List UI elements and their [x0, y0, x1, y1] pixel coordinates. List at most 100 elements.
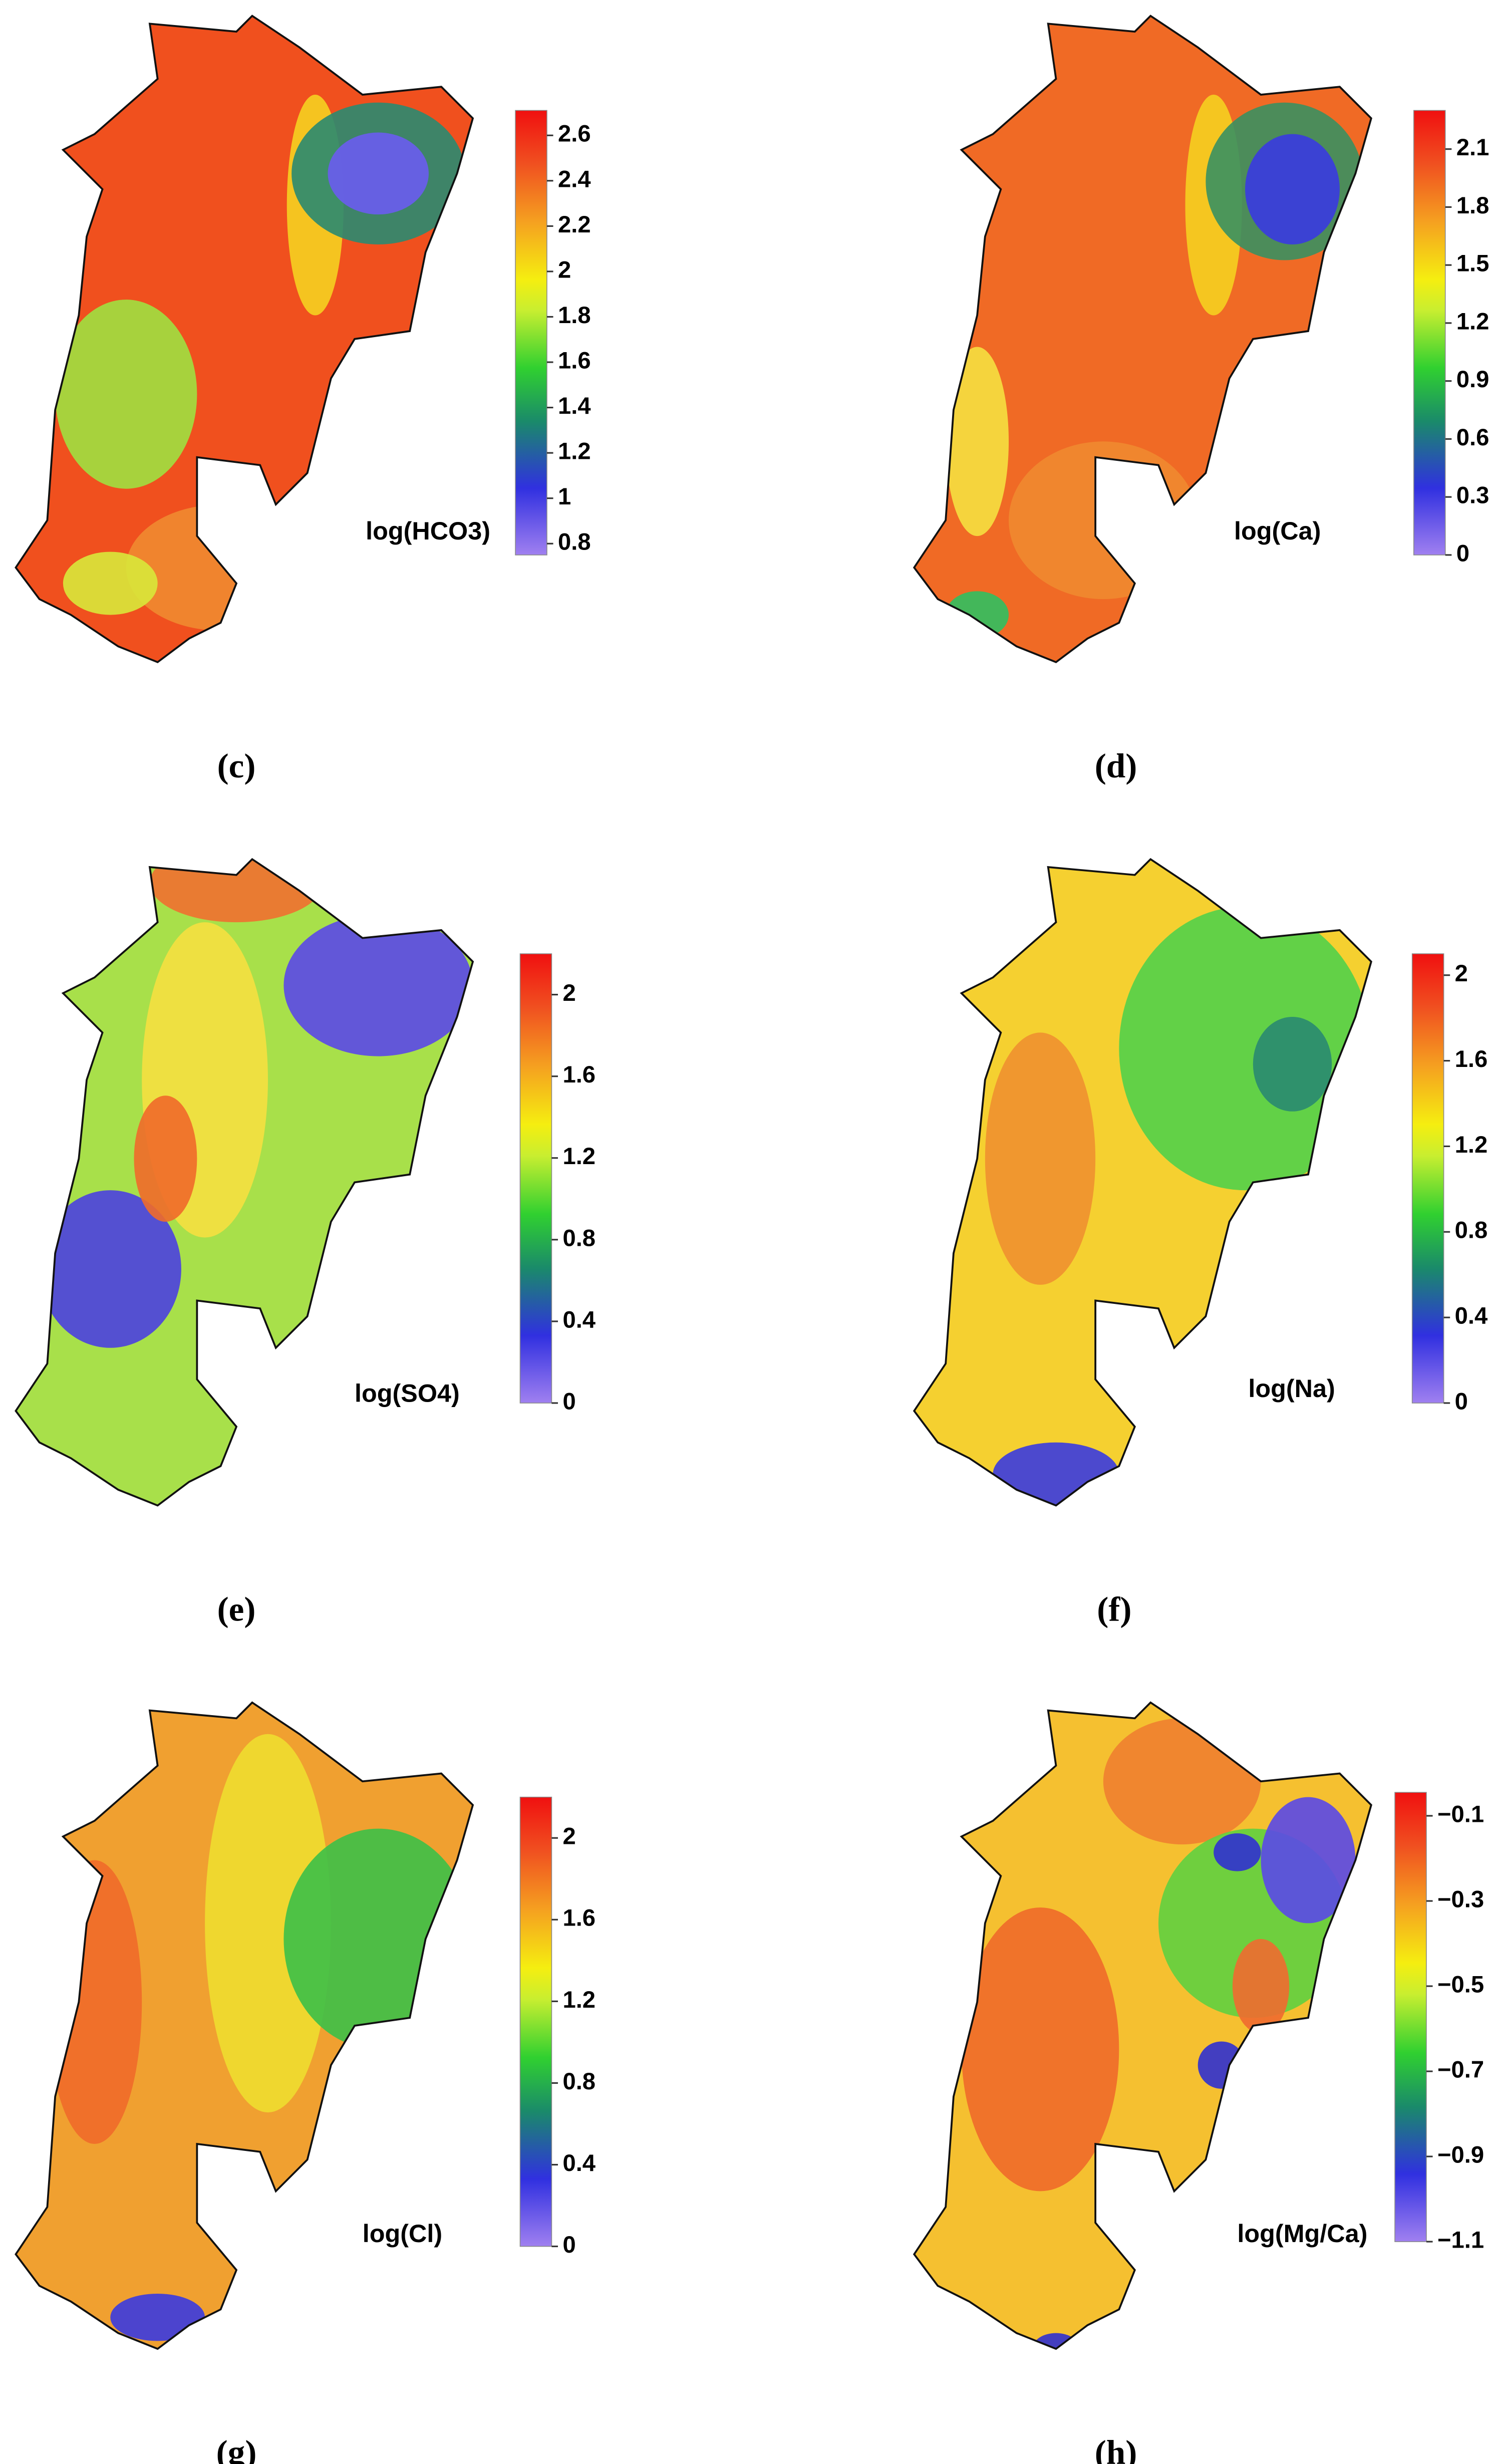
map-zone	[1103, 1718, 1261, 1845]
colorbar-tick-label: 2	[562, 980, 575, 1006]
map-zone	[1119, 906, 1371, 1191]
map	[16, 859, 473, 1506]
colorbar-tick-label: 0	[562, 2232, 575, 2258]
colorbar-tick-label: 2.2	[558, 211, 591, 238]
map	[16, 1702, 473, 2349]
colorbar-tick-label: 1.6	[562, 1905, 595, 1932]
colorbar-tick-label: 1	[558, 483, 571, 510]
panel-caption: (g)	[216, 2433, 257, 2464]
panel: 0.8 1 1.2 1.4 1.6 1.8 2 2.2 2.4 2.6 log(HCO3) (c)	[15, 15, 591, 785]
colorbar	[1394, 1792, 1427, 2242]
map-zone	[55, 300, 197, 489]
colorbar-tick-label: 1.2	[562, 1987, 595, 2013]
colorbar-tick-label: −0.9	[1437, 2142, 1484, 2168]
colorbar-tick-label: 1.2	[558, 438, 591, 465]
colorbar-tick-label: 1.2	[1455, 1132, 1488, 1158]
colorbar-tick-label: 2.1	[1456, 134, 1489, 161]
panel-caption: (f)	[1097, 1589, 1131, 1628]
colorbar-tick-label: −0.3	[1437, 1886, 1484, 1912]
map-zone	[985, 1032, 1096, 1285]
map-label: log(SO4)	[355, 1379, 460, 1408]
colorbar-tick-label: 0.6	[1456, 424, 1489, 451]
colorbar-tick-label: 1.5	[1456, 250, 1489, 277]
colorbar-tick-label: 0.3	[1456, 482, 1489, 509]
colorbar-tick-label: 0	[1456, 540, 1469, 567]
map-label: log(Ca)	[1234, 516, 1321, 545]
colorbar	[519, 953, 552, 1404]
panel: 0 0.3 0.6 0.9 1.2 1.5 1.8 2.1 log(Ca) (d)	[913, 15, 1489, 785]
map-zone	[63, 552, 158, 615]
panel: 0 0.4 0.8 1.2 1.6 2 log(Cl) (g)	[15, 1701, 595, 2464]
map-zone	[1261, 1797, 1356, 1924]
map-zone	[126, 504, 316, 631]
panel: −1.1 −0.9 −0.7 −0.5 −0.3 −0.1 log(Mg/Ca) (h)	[913, 1701, 1484, 2464]
colorbar-tick-label: 0.4	[562, 1306, 595, 1333]
map-zone	[993, 1442, 1119, 1506]
map-zone	[946, 347, 1009, 536]
panel-caption: (d)	[1095, 746, 1137, 785]
map-zone	[1198, 2041, 1246, 2089]
map-zone	[1245, 134, 1340, 244]
colorbar-tick-label: 2	[1455, 960, 1468, 987]
map-zone	[283, 1828, 473, 2050]
map	[16, 16, 473, 662]
map-zone	[1214, 1833, 1261, 1871]
map-label: log(HCO3)	[366, 516, 490, 545]
colorbar-tick-label: 0.9	[1456, 366, 1489, 393]
map-zone	[1253, 1016, 1332, 1112]
map-zone	[149, 859, 324, 923]
map	[914, 1702, 1371, 2349]
panel-caption: (h)	[1095, 2433, 1137, 2464]
colorbar-tick-label: 0.8	[558, 529, 591, 556]
colorbar-tick-label: 0.8	[562, 1225, 595, 1251]
map-label: log(Cl)	[363, 2219, 442, 2248]
colorbar-tick-label: −1.1	[1437, 2227, 1484, 2254]
colorbar-tick-label: 1.2	[1456, 308, 1489, 335]
colorbar-tick-label: 1.6	[562, 1061, 595, 1088]
map-zone	[1232, 1939, 1290, 2034]
colorbar-tick-label: 0.4	[562, 2150, 595, 2176]
colorbar-tick-label: 2	[558, 256, 571, 283]
colorbar-tick-label: 1.4	[558, 393, 591, 419]
map	[914, 16, 1371, 662]
colorbar-tick-label: −0.5	[1437, 1972, 1484, 1998]
colorbar-tick-label: 2.6	[558, 121, 591, 147]
colorbar-tick-label: 1.6	[1455, 1046, 1488, 1072]
colorbar-tick-label: 1.8	[558, 302, 591, 329]
colorbar-tick-label: 1.8	[1456, 192, 1489, 219]
colorbar-tick-label: −0.7	[1437, 2057, 1484, 2083]
panel-caption: (e)	[217, 1589, 256, 1628]
map-zone	[328, 132, 429, 215]
map-zone	[961, 1907, 1119, 2192]
colorbar	[519, 1796, 552, 2247]
panel-caption: (c)	[217, 746, 256, 785]
colorbar-tick-label: 2	[562, 1823, 575, 1850]
colorbar-tick-label: 0.8	[1455, 1217, 1488, 1244]
map-zone	[39, 1190, 181, 1348]
panel: 0 0.4 0.8 1.2 1.6 2 log(SO4) (e)	[15, 858, 595, 1628]
map-zone	[1009, 441, 1198, 600]
map-label: log(Na)	[1248, 1374, 1335, 1403]
map-zone	[47, 1860, 142, 2144]
panel: 0 0.4 0.8 1.2 1.6 2 log(Na) (f)	[913, 858, 1488, 1628]
map-zone	[110, 2293, 205, 2341]
colorbar-tick-label: 1.2	[562, 1143, 595, 1170]
colorbar	[1411, 953, 1444, 1404]
colorbar	[515, 110, 547, 556]
map-zone	[283, 914, 473, 1056]
colorbar-tick-label: 0	[1455, 1388, 1468, 1415]
map-zone	[205, 1734, 331, 2113]
colorbar-tick-label: 0.8	[562, 2068, 595, 2095]
colorbar-tick-label: 0	[562, 1388, 575, 1415]
colorbar	[1413, 110, 1446, 556]
colorbar-tick-label: 1.6	[558, 348, 591, 374]
map-label: log(Mg/Ca)	[1237, 2219, 1367, 2248]
colorbar-tick-label: 2.4	[558, 166, 591, 192]
map-base	[914, 16, 1371, 662]
colorbar-tick-label: 0.4	[1455, 1303, 1488, 1329]
map	[914, 859, 1371, 1506]
map-zone	[946, 591, 1009, 639]
colorbar-tick-label: −0.1	[1437, 1801, 1484, 1827]
map-zone	[134, 1096, 197, 1222]
